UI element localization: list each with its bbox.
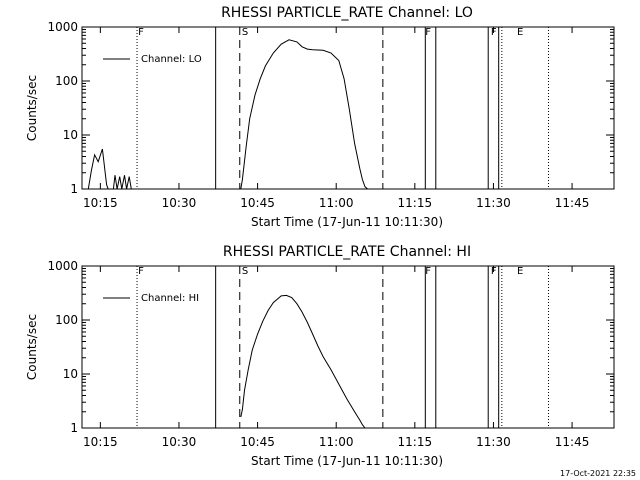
x-tick-label: 11:45: [555, 435, 590, 449]
y-tick-label: 1000: [47, 259, 78, 273]
x-tick-label: 10:15: [83, 435, 118, 449]
x-ticks: 10:15 10:30 10:45 11:00 11:15 11:30 11:45: [83, 266, 589, 449]
x-tick-label: 11:15: [398, 435, 433, 449]
flag-label: F: [138, 266, 144, 277]
series-line-hi: [240, 294, 366, 429]
x-tick-label: 11:00: [319, 196, 354, 210]
x-axis-label: Start Time (17-Jun-11 10:11:30): [251, 215, 443, 229]
y-tick-label: 100: [55, 313, 78, 327]
flag-labels: FSFFE: [138, 27, 523, 38]
y-ticks: 1 10 100 1000: [47, 20, 614, 196]
x-ticks: 10:15 10:30 10:45 11:00 11:15 11:30 11:45: [83, 27, 589, 210]
legend-label: Channel: HI: [141, 293, 199, 304]
x-tick-label: 11:30: [476, 196, 511, 210]
chart-title: RHESSI PARTICLE_RATE Channel: HI: [223, 244, 471, 260]
y-ticks: 1 10 100 1000: [47, 259, 614, 435]
plot-frame: [81, 265, 615, 429]
flag-label: E: [517, 266, 523, 277]
x-tick-label: 10:45: [240, 196, 275, 210]
flag-label: E: [517, 27, 523, 38]
x-axis-label: Start Time (17-Jun-11 10:11:30): [251, 454, 443, 468]
x-tick-label: 10:30: [162, 196, 197, 210]
attenuator-lines: [136, 266, 549, 428]
plot-frame: [81, 26, 615, 190]
y-axis-label: Counts/sec: [25, 75, 39, 141]
timestamp: 17-Oct-2021 22:35: [560, 469, 636, 478]
flag-label: S: [242, 266, 248, 277]
x-tick-label: 10:15: [83, 196, 118, 210]
flag-labels: FSFFE: [138, 266, 523, 277]
chart-title: RHESSI PARTICLE_RATE Channel: LO: [221, 5, 473, 21]
y-tick-label: 1000: [47, 20, 78, 34]
y-tick-label: 1: [70, 182, 78, 196]
flag-label: S: [242, 27, 248, 38]
y-axis-label: Counts/sec: [25, 314, 39, 380]
x-tick-label: 11:30: [476, 435, 511, 449]
attenuator-lines: [136, 27, 549, 189]
flag-label: F: [425, 27, 431, 38]
legend-label: Channel: LO: [141, 54, 202, 65]
y-tick-label: 100: [55, 74, 78, 88]
x-tick-label: 10:30: [162, 435, 197, 449]
y-tick-label: 1: [70, 421, 78, 435]
y-tick-label: 10: [63, 128, 78, 142]
x-tick-label: 10:45: [240, 435, 275, 449]
flag-label: F: [425, 266, 431, 277]
chart-panel-lo: RHESSI PARTICLE_RATE Channel: LO FSFFE 1…: [25, 5, 615, 229]
flag-label: F: [138, 27, 144, 38]
chart-panel-hi: RHESSI PARTICLE_RATE Channel: HI FSFFE 1…: [25, 244, 615, 468]
x-tick-label: 11:15: [398, 196, 433, 210]
y-tick-label: 10: [63, 367, 78, 381]
x-tick-label: 11:00: [319, 435, 354, 449]
series-line-lo: [82, 39, 614, 190]
x-tick-label: 11:45: [555, 196, 590, 210]
